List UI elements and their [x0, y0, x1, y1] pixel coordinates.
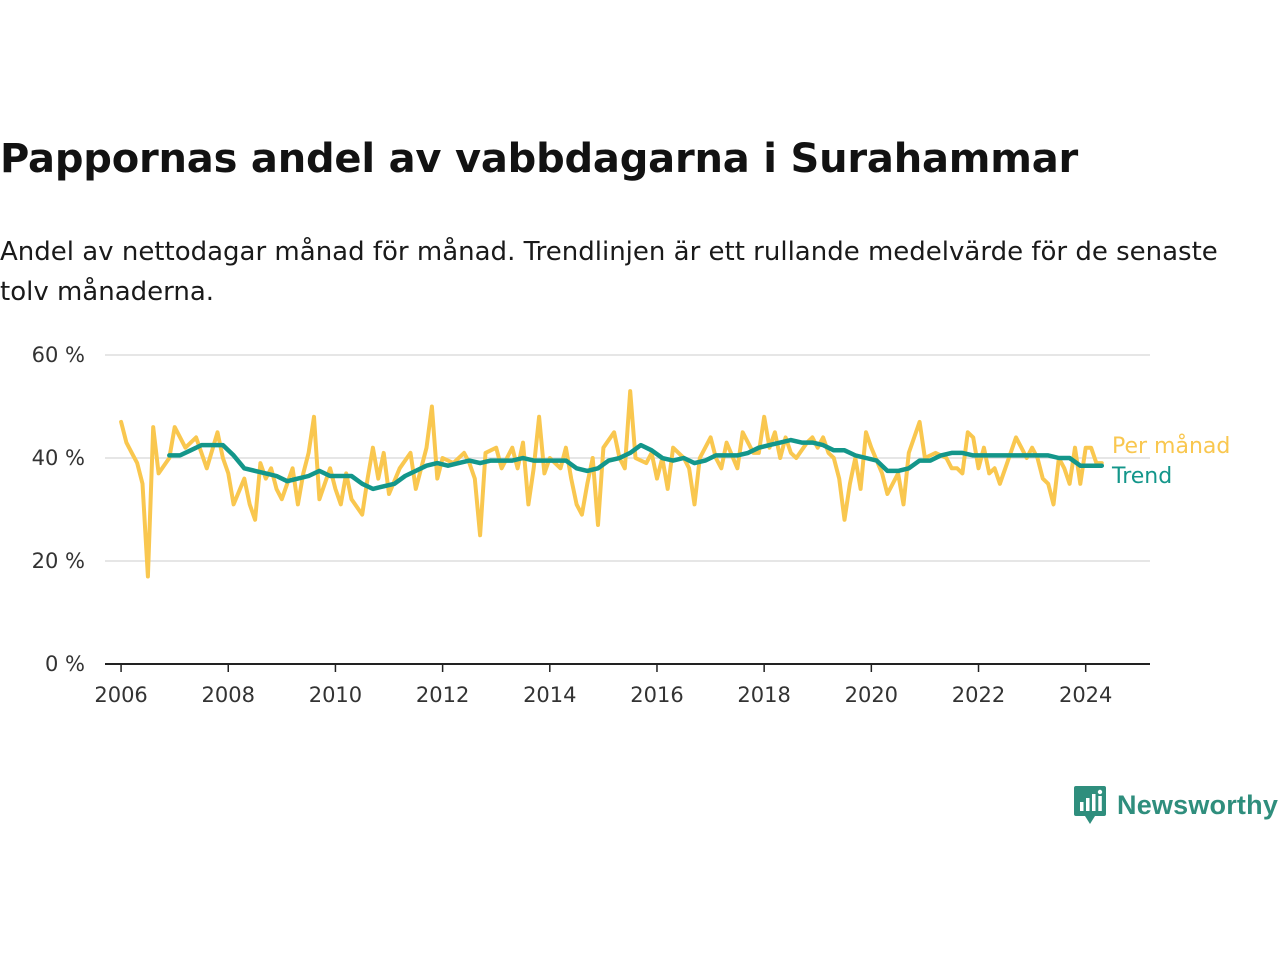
newsworthy-logo-icon	[1074, 786, 1106, 824]
x-tick-label: 2024	[1059, 683, 1112, 707]
y-axis-ticks: 0 % 20 % 40 % 60 %	[32, 343, 85, 676]
x-tick-label: 2018	[737, 683, 790, 707]
y-tick-label: 60 %	[32, 343, 85, 367]
x-tick-label: 2006	[94, 683, 147, 707]
x-tick-label: 2010	[309, 683, 362, 707]
series-line-trend	[167, 437, 1105, 492]
brand-name: Newsworthy	[1117, 789, 1279, 820]
chart-subtitle: Andel av nettodagar månad för månad. Tre…	[0, 237, 1218, 307]
chart-title: Pappornas andel av vabbdagarna i Suraham…	[0, 136, 1079, 182]
series-label-per-manad: Per månad	[1112, 433, 1230, 459]
x-tick-label: 2016	[630, 683, 683, 707]
x-tick-label: 2020	[845, 683, 898, 707]
series-label-trend: Trend	[1111, 464, 1172, 489]
x-axis-ticks: 2006 2008 2010 2012 2014 2016 2018 2020 2022 2024	[94, 664, 1112, 707]
y-tick-label: 0 %	[45, 652, 85, 676]
series-end-labels: Per månad Trend	[1111, 433, 1230, 489]
x-tick-label: 2022	[952, 683, 1005, 707]
x-tick-label: 2014	[523, 683, 576, 707]
y-tick-label: 20 %	[32, 549, 85, 573]
y-tick-label: 40 %	[32, 446, 85, 470]
brand-logo[interactable]: Newsworthy	[1073, 784, 1278, 826]
x-tick-label: 2012	[416, 683, 469, 707]
series-lines	[119, 389, 1105, 579]
series-line-per-manad	[119, 389, 1104, 579]
x-tick-label: 2008	[202, 683, 255, 707]
